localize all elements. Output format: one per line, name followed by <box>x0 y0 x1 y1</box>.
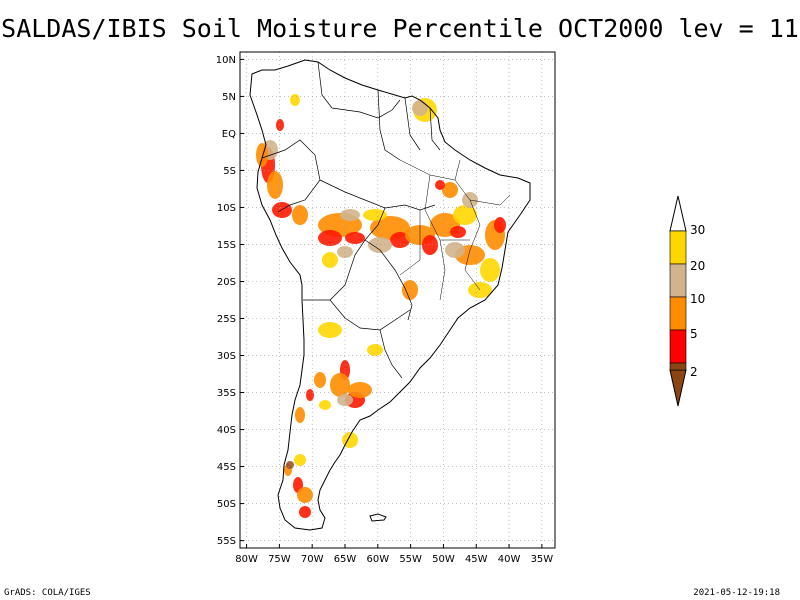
colorbar-bottom-arrow <box>669 369 687 407</box>
lat-tick-label: 55S <box>217 536 236 547</box>
map-frame <box>239 51 556 549</box>
lat-tick-label: 25S <box>217 314 236 325</box>
colorbar: 30 20 10 5 2 <box>669 195 705 407</box>
continent-outline <box>249 59 531 531</box>
lat-tick-label: 10S <box>217 203 236 214</box>
moisture-patch <box>340 209 360 221</box>
lon-tick-label: 50W <box>432 554 455 565</box>
colorbar-label-2: 2 <box>690 365 698 379</box>
colorbar-top-arrow <box>669 195 687 232</box>
moisture-patch <box>286 461 294 469</box>
moisture-patch <box>306 389 314 401</box>
moisture-patch <box>390 232 410 248</box>
south-america-coastline <box>249 59 531 531</box>
longitude-tick-labels: 80W 75W 70W 65W 60W 55W 50W 45W 40W 35W <box>235 544 553 565</box>
lat-tick-label: 15S <box>217 240 236 251</box>
moisture-patch <box>314 372 326 388</box>
country-borders <box>261 61 441 379</box>
colorbar-label-5: 5 <box>690 327 698 341</box>
lon-tick-label: 35W <box>531 554 554 565</box>
colorbar-label-20: 20 <box>690 259 705 273</box>
lat-tick-label: EQ <box>222 129 236 140</box>
lat-tick-label: 40S <box>217 425 236 436</box>
moisture-patch <box>322 252 338 268</box>
lat-tick-label: 50S <box>217 499 236 510</box>
lat-tick-label: 5N <box>222 92 236 103</box>
moisture-patch <box>363 209 387 221</box>
lon-tick-label: 40W <box>498 554 521 565</box>
lon-tick-label: 75W <box>268 554 291 565</box>
lat-tick-label: 35S <box>217 388 236 399</box>
moisture-patch <box>450 226 466 238</box>
lon-tick-label: 65W <box>334 554 357 565</box>
moisture-patch <box>276 119 284 131</box>
lat-tick-label: 30S <box>217 351 236 362</box>
moisture-patch <box>494 217 506 233</box>
gridlines <box>240 52 555 548</box>
moisture-patch <box>422 235 438 255</box>
moisture-patch <box>294 454 306 466</box>
moisture-patch <box>297 487 313 503</box>
colorbar-bin-30 <box>669 230 687 265</box>
moisture-patch <box>453 205 477 225</box>
moisture-patch <box>348 382 372 398</box>
moisture-patch <box>367 344 383 356</box>
moisture-patch <box>290 94 300 106</box>
lon-tick-label: 80W <box>235 554 258 565</box>
falkland-islands <box>369 513 387 522</box>
moisture-patch <box>256 143 268 167</box>
lon-tick-label: 55W <box>399 554 422 565</box>
footer-timestamp: 2021-05-12-19:18 <box>693 588 780 598</box>
moisture-patch <box>412 100 428 116</box>
colorbar-label-30: 30 <box>690 223 705 237</box>
moisture-patch <box>445 242 465 258</box>
moisture-patch <box>295 407 305 423</box>
moisture-patch <box>402 280 418 300</box>
lat-tick-label: 10N <box>216 55 236 66</box>
moisture-patch <box>368 237 392 253</box>
moisture-patch <box>292 205 308 225</box>
colorbar-bin-10 <box>669 296 687 331</box>
lat-tick-label: 20S <box>217 277 236 288</box>
colorbar-bin-5 <box>669 329 687 364</box>
moisture-patch <box>267 171 283 199</box>
lon-tick-label: 45W <box>465 554 488 565</box>
lon-tick-label: 60W <box>367 554 390 565</box>
lat-tick-label: 45S <box>217 462 236 473</box>
moisture-patch <box>318 322 342 338</box>
moisture-patch <box>318 230 342 246</box>
lon-tick-label: 70W <box>301 554 324 565</box>
moisture-patch <box>319 400 331 410</box>
moisture-patch <box>480 258 500 282</box>
colorbar-bin-20 <box>669 263 687 298</box>
moisture-patch <box>442 182 458 198</box>
moisture-patch <box>299 506 311 518</box>
footer-software-credit: GrADS: COLA/IGES <box>4 588 91 598</box>
map-title: SALDAS/IBIS Soil Moisture Percentile OCT… <box>1 14 799 43</box>
moisture-anomaly-patches <box>256 94 506 518</box>
moisture-patch <box>435 180 445 190</box>
moisture-patch <box>345 232 365 244</box>
moisture-patch <box>330 373 350 397</box>
colorbar-label-10: 10 <box>690 292 705 306</box>
lat-tick-label: 5S <box>223 166 236 177</box>
latitude-tick-labels: 10N 5N EQ 5S 10S 15S 20S 25S 30S 35S 40S 45S 50S 55S <box>216 55 244 547</box>
state-borders <box>399 159 511 301</box>
